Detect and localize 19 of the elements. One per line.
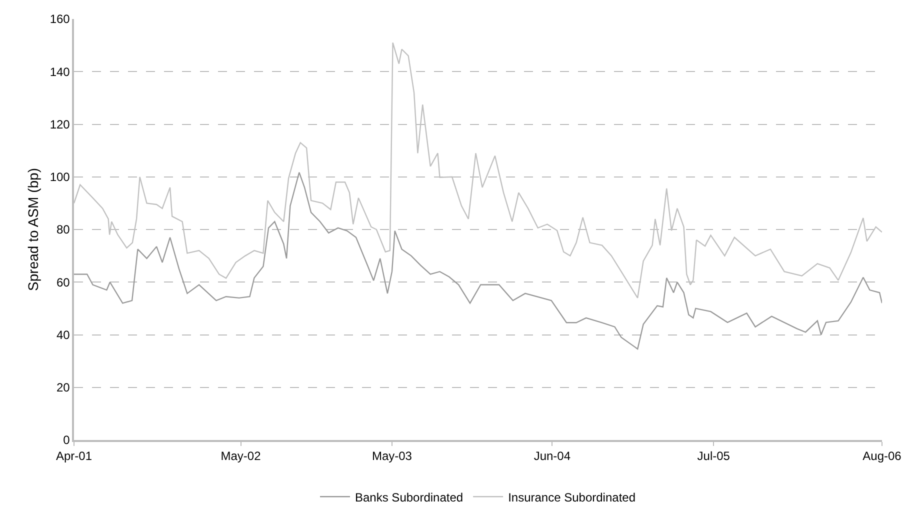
- y-tick-label: 140: [50, 64, 70, 79]
- x-tick-label: Apr-01: [56, 449, 92, 464]
- y-tick-label: 120: [50, 117, 70, 132]
- x-tick-label: Aug-06: [862, 449, 902, 464]
- y-axis-title: Spread to ASM (bp): [24, 168, 41, 291]
- y-tick-label: 160: [50, 12, 70, 26]
- y-tick-label: 80: [56, 222, 70, 237]
- legend-label: Banks Subordinated: [355, 490, 464, 504]
- x-tick-label: Jul-05: [697, 449, 730, 464]
- y-tick-label: 60: [56, 275, 70, 290]
- line-series: [74, 172, 882, 350]
- y-tick-label: 100: [50, 170, 70, 184]
- legend-label: Insurance Subordinated: [508, 490, 636, 504]
- y-tick-label: 0: [63, 433, 70, 448]
- x-tick-label: May-03: [372, 449, 412, 464]
- x-tick-label: May-02: [220, 449, 262, 464]
- y-tick-label: 40: [56, 328, 70, 342]
- y-tick-label: 20: [56, 380, 70, 395]
- x-tick-label: Jun-04: [534, 449, 571, 464]
